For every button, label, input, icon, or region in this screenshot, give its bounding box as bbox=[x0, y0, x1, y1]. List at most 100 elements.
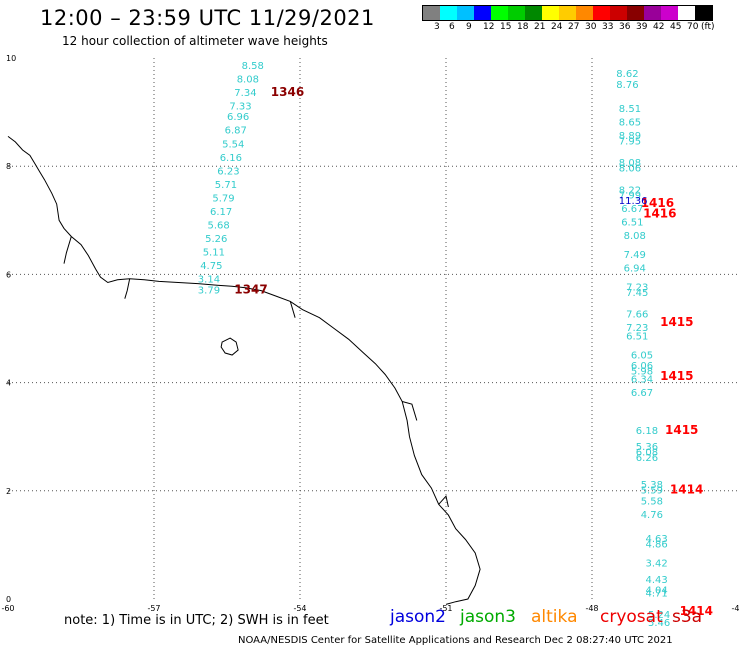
wave-height-value: 3.14 bbox=[198, 275, 220, 286]
satellite-track: 6.056.065.986.34 6.67 1415 bbox=[631, 350, 694, 399]
color-swatch bbox=[491, 6, 508, 20]
wave-height-value: 8.08 bbox=[624, 231, 646, 242]
color-scale-label: 36 bbox=[619, 22, 631, 32]
satellite-track: 11.366.67 6.51 8.08 7.49 6.94 7.237.45 1416 bbox=[619, 196, 677, 299]
wave-height-value: 6.06 bbox=[631, 361, 653, 372]
color-scale-label: 9 bbox=[466, 22, 472, 32]
wave-height-value: 8.65 bbox=[619, 118, 641, 129]
wave-height-value: 8.08 bbox=[619, 158, 641, 169]
color-scale-label: 18 bbox=[517, 22, 529, 32]
wave-height-value: 3.42 bbox=[646, 559, 668, 570]
color-scale-label: 42 bbox=[653, 22, 665, 32]
wave-height-value: 7.34 bbox=[234, 88, 256, 99]
color-swatch bbox=[627, 6, 644, 20]
wave-height-value: 5.98 bbox=[631, 367, 653, 378]
wave-height-value: 6.05 bbox=[631, 350, 653, 361]
river-inlet bbox=[124, 278, 131, 299]
wave-height-value: 8.22 bbox=[619, 185, 641, 196]
color-scale-bar bbox=[422, 5, 713, 21]
wave-height-value: 5.54 bbox=[222, 139, 244, 150]
color-scale-label: 15 bbox=[500, 22, 512, 32]
river-inlet bbox=[289, 301, 296, 318]
wave-height-value: 4.71 bbox=[646, 588, 668, 599]
river-inlet bbox=[402, 401, 418, 421]
y-tick-label: 0 bbox=[6, 595, 11, 604]
satellite-track: 8.628.76 8.51 8.65 8.897.95 8.088.06 8.227.99… bbox=[616, 69, 674, 210]
color-swatch bbox=[474, 6, 491, 20]
legend-item-jason3: jason3 bbox=[460, 607, 516, 627]
y-tick-label: 8 bbox=[6, 162, 11, 171]
y-tick-label: 6 bbox=[6, 270, 11, 279]
track-time-label: 1346 bbox=[271, 85, 304, 99]
color-swatch bbox=[457, 6, 474, 20]
satellite-track: 5.245.46 1414 bbox=[648, 604, 713, 629]
wave-height-value: 4.04 bbox=[646, 586, 668, 597]
wave-height-value: 6.67 bbox=[621, 204, 643, 215]
wave-height-value: 6.67 bbox=[631, 388, 653, 399]
color-scale-label: 3 bbox=[434, 22, 440, 32]
wave-height-value: 7.95 bbox=[619, 137, 641, 148]
color-scale-label: 30 bbox=[585, 22, 597, 32]
y-tick-label: 2 bbox=[6, 487, 11, 496]
coastline bbox=[7, 136, 481, 605]
satellite-track: 5.385.595.58 4.76 4.634.86 3.42 4.434.044.71… bbox=[641, 480, 704, 599]
wave-height-value: 6.94 bbox=[624, 264, 646, 275]
wave-height-value: 8.62 bbox=[616, 69, 638, 80]
color-scale-label: 70 bbox=[687, 22, 699, 32]
footer-credit: NOAA/NESDIS Center for Satellite Applica… bbox=[238, 635, 673, 646]
satellite-track: 7.66 7.236.51 1415 bbox=[626, 310, 693, 343]
wave-height-value: 8.76 bbox=[616, 80, 638, 91]
wave-height-value: 7.45 bbox=[626, 288, 648, 299]
wave-height-value: 7.23 bbox=[626, 283, 648, 294]
satellite-track: 8.58 8.08 7.34 7.336.96 6.87 5.54 6.16 6.23 5.71… bbox=[198, 61, 304, 296]
color-scale-label: (ft) bbox=[701, 22, 715, 32]
wave-height-value: 5.11 bbox=[203, 248, 225, 259]
wave-height-value: 4.76 bbox=[641, 510, 663, 521]
wave-height-value: 8.08 bbox=[237, 74, 259, 85]
color-scale-label: 45 bbox=[670, 22, 682, 32]
wave-height-value: 5.36 bbox=[636, 442, 658, 453]
track-time-label: 1414 bbox=[670, 483, 703, 497]
color-swatch bbox=[525, 6, 542, 20]
wave-height-value: 8.89 bbox=[619, 131, 641, 142]
wave-height-value: 5.24 bbox=[648, 610, 670, 621]
track-time-label: 1416 bbox=[643, 207, 676, 221]
track-time-label: 1414 bbox=[680, 604, 713, 618]
legend-item-jason2: jason2 bbox=[390, 607, 446, 627]
color-swatch bbox=[695, 6, 712, 20]
color-scale-label: 39 bbox=[636, 22, 648, 32]
wave-height-value: 5.79 bbox=[212, 193, 234, 204]
color-swatch bbox=[423, 6, 440, 20]
map-subtitle: 12 hour collection of altimeter wave hei… bbox=[62, 34, 328, 48]
color-scale-label: 21 bbox=[534, 22, 546, 32]
wave-height-value: 4.75 bbox=[200, 261, 222, 272]
color-scale-labels: 3 6 9 12 15 18 21 24 27 30 33 36 39 42 45 70 (ft) bbox=[422, 22, 740, 34]
wave-height-value: 8.06 bbox=[619, 164, 641, 175]
wave-height-value: 7.66 bbox=[626, 310, 648, 321]
wave-height-value: 6.96 bbox=[227, 112, 249, 123]
color-scale-label: 12 bbox=[483, 22, 495, 32]
wave-height-value: 6.08 bbox=[636, 448, 658, 459]
wave-height-value: 4.86 bbox=[646, 540, 668, 551]
color-swatch bbox=[559, 6, 576, 20]
x-tick-label: -60 bbox=[1, 604, 14, 613]
wave-height-value: 6.34 bbox=[631, 375, 653, 386]
color-swatch bbox=[644, 6, 661, 20]
color-swatch bbox=[508, 6, 525, 20]
note-text: note: 1) Time is in UTC; 2) SWH is in fe… bbox=[64, 613, 329, 628]
wave-height-value: 6.51 bbox=[621, 218, 643, 229]
color-swatch bbox=[610, 6, 627, 20]
wave-height-value: 6.87 bbox=[225, 126, 247, 137]
wave-height-value: 4.43 bbox=[646, 575, 668, 586]
wave-height-value: 5.68 bbox=[208, 220, 230, 231]
wave-height-value: 6.17 bbox=[210, 207, 232, 218]
y-tick-label: 10 bbox=[6, 54, 16, 63]
color-swatch bbox=[542, 6, 559, 20]
color-swatch bbox=[678, 6, 695, 20]
wave-height-value: 7.49 bbox=[624, 250, 646, 261]
track-time-label: 1347 bbox=[234, 282, 267, 296]
color-scale-label: 6 bbox=[449, 22, 455, 32]
wave-height-value: 4.63 bbox=[646, 534, 668, 545]
color-swatch bbox=[576, 6, 593, 20]
